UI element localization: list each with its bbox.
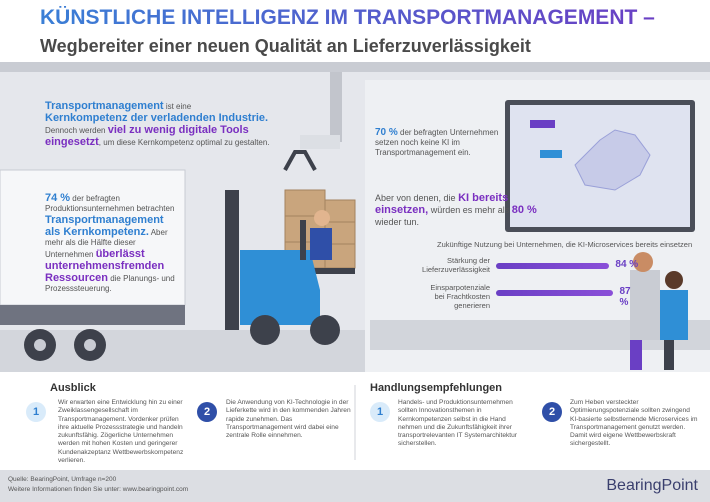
item-text: Wir erwarten eine Entwicklung hin zu ein… xyxy=(58,399,184,465)
hub xyxy=(34,339,46,351)
text: 70 % xyxy=(375,127,398,138)
hub xyxy=(84,339,96,351)
number: 2 xyxy=(542,402,562,422)
finding: Aber von denen, die KI bereits einsetzen… xyxy=(375,192,550,228)
ceiling xyxy=(0,62,710,72)
person xyxy=(664,340,674,370)
item-text: Zum Heben versteckter Optimierungspotenz… xyxy=(570,399,698,448)
logo[interactable]: BearingPoint xyxy=(606,477,698,494)
intro: Transportmanagement ist eine Kernkompete… xyxy=(45,100,275,148)
text: ist eine xyxy=(163,102,192,111)
map xyxy=(574,129,651,191)
bar-row: Einsparpotenziale bei Frachtkosten gener… xyxy=(420,283,640,310)
person xyxy=(665,271,683,289)
more-info: Weitere Informationen finden Sie unter: … xyxy=(8,486,189,493)
text: Transportmanagement xyxy=(45,100,164,112)
text: Aber von denen, die xyxy=(375,193,459,203)
heading: Handlungsempfehlungen xyxy=(370,382,502,394)
bar xyxy=(496,290,614,296)
ship-icon xyxy=(540,150,562,158)
text: Transportmanagement als Kernkompetenz. xyxy=(45,214,164,238)
text: der befragten Unternehmen setzen noch ke… xyxy=(375,128,499,157)
subtitle: Wegbereiter einer neuen Qualität an Lief… xyxy=(40,36,531,56)
bar-label: Einsparpotenziale bei Frachtkosten gener… xyxy=(430,283,490,310)
bar-row: Stärkung der Lieferzuverlässigkeit 84 % xyxy=(420,256,640,282)
truck-icon xyxy=(530,120,555,128)
text: wieder tun. xyxy=(375,217,420,227)
gripper xyxy=(283,150,317,171)
bar-value: 87 % xyxy=(619,286,631,308)
text: 80 % xyxy=(511,204,537,216)
bar-value: 84 % xyxy=(615,259,639,270)
finding: 74 % der befragten Produktionsunternehme… xyxy=(45,192,180,294)
wheel xyxy=(310,315,340,345)
robot-arm xyxy=(300,135,340,149)
text: die Planungs- und Prozesssteuerung. xyxy=(45,274,175,293)
text: überlässt unternehmensfremden Ressourcen xyxy=(45,248,165,284)
forklift-body xyxy=(240,250,320,325)
number: 1 xyxy=(26,402,46,422)
text: , um diese Kernkompetenz optimal zu gest… xyxy=(98,138,270,147)
forklift-mast xyxy=(225,190,239,330)
text: Kernkompetenz der verladenden Industrie. xyxy=(45,112,269,124)
text: Aber mehr als die Hälfte dieser Unterneh… xyxy=(45,228,168,259)
person xyxy=(630,270,660,340)
seat xyxy=(300,220,306,260)
person xyxy=(633,252,653,272)
usage-title: Zukünftige Nutzung bei Unternehmen, die … xyxy=(437,240,693,249)
bar xyxy=(496,263,610,269)
heading: Ausblick xyxy=(50,382,96,394)
robot-arm xyxy=(330,72,342,142)
source: Quelle: BearingPoint, Umfrage n=200 xyxy=(8,476,117,483)
text: KI bereits einsetzen, xyxy=(375,192,509,216)
footer-band xyxy=(0,470,710,502)
finding: 70 % der befragten Unternehmen setzen no… xyxy=(375,128,500,158)
item-text: Handels- und Produktionsunternehmen soll… xyxy=(398,399,517,448)
text: 74 % xyxy=(45,192,71,204)
number: 2 xyxy=(197,402,217,422)
number: 1 xyxy=(370,402,390,422)
trailer-base xyxy=(0,305,185,325)
person xyxy=(660,290,688,340)
item-text: Die Anwendung von KI-Technologie in der … xyxy=(226,399,351,440)
driver xyxy=(314,210,330,226)
driver xyxy=(310,228,332,260)
wheel xyxy=(250,315,280,345)
text: der befragten Produktionsunternehmen bet… xyxy=(45,194,175,213)
bar-label: Stärkung der Lieferzuverlässigkeit xyxy=(422,256,490,274)
text: würden es mehr als xyxy=(428,205,512,215)
title: KÜNSTLICHE INTELLIGENZ IM TRANSPORTMANAG… xyxy=(40,6,655,29)
person xyxy=(630,340,642,370)
text: viel zu wenig digitale Tools eingesetzt xyxy=(45,124,249,148)
text: Dennoch werden xyxy=(45,126,108,135)
